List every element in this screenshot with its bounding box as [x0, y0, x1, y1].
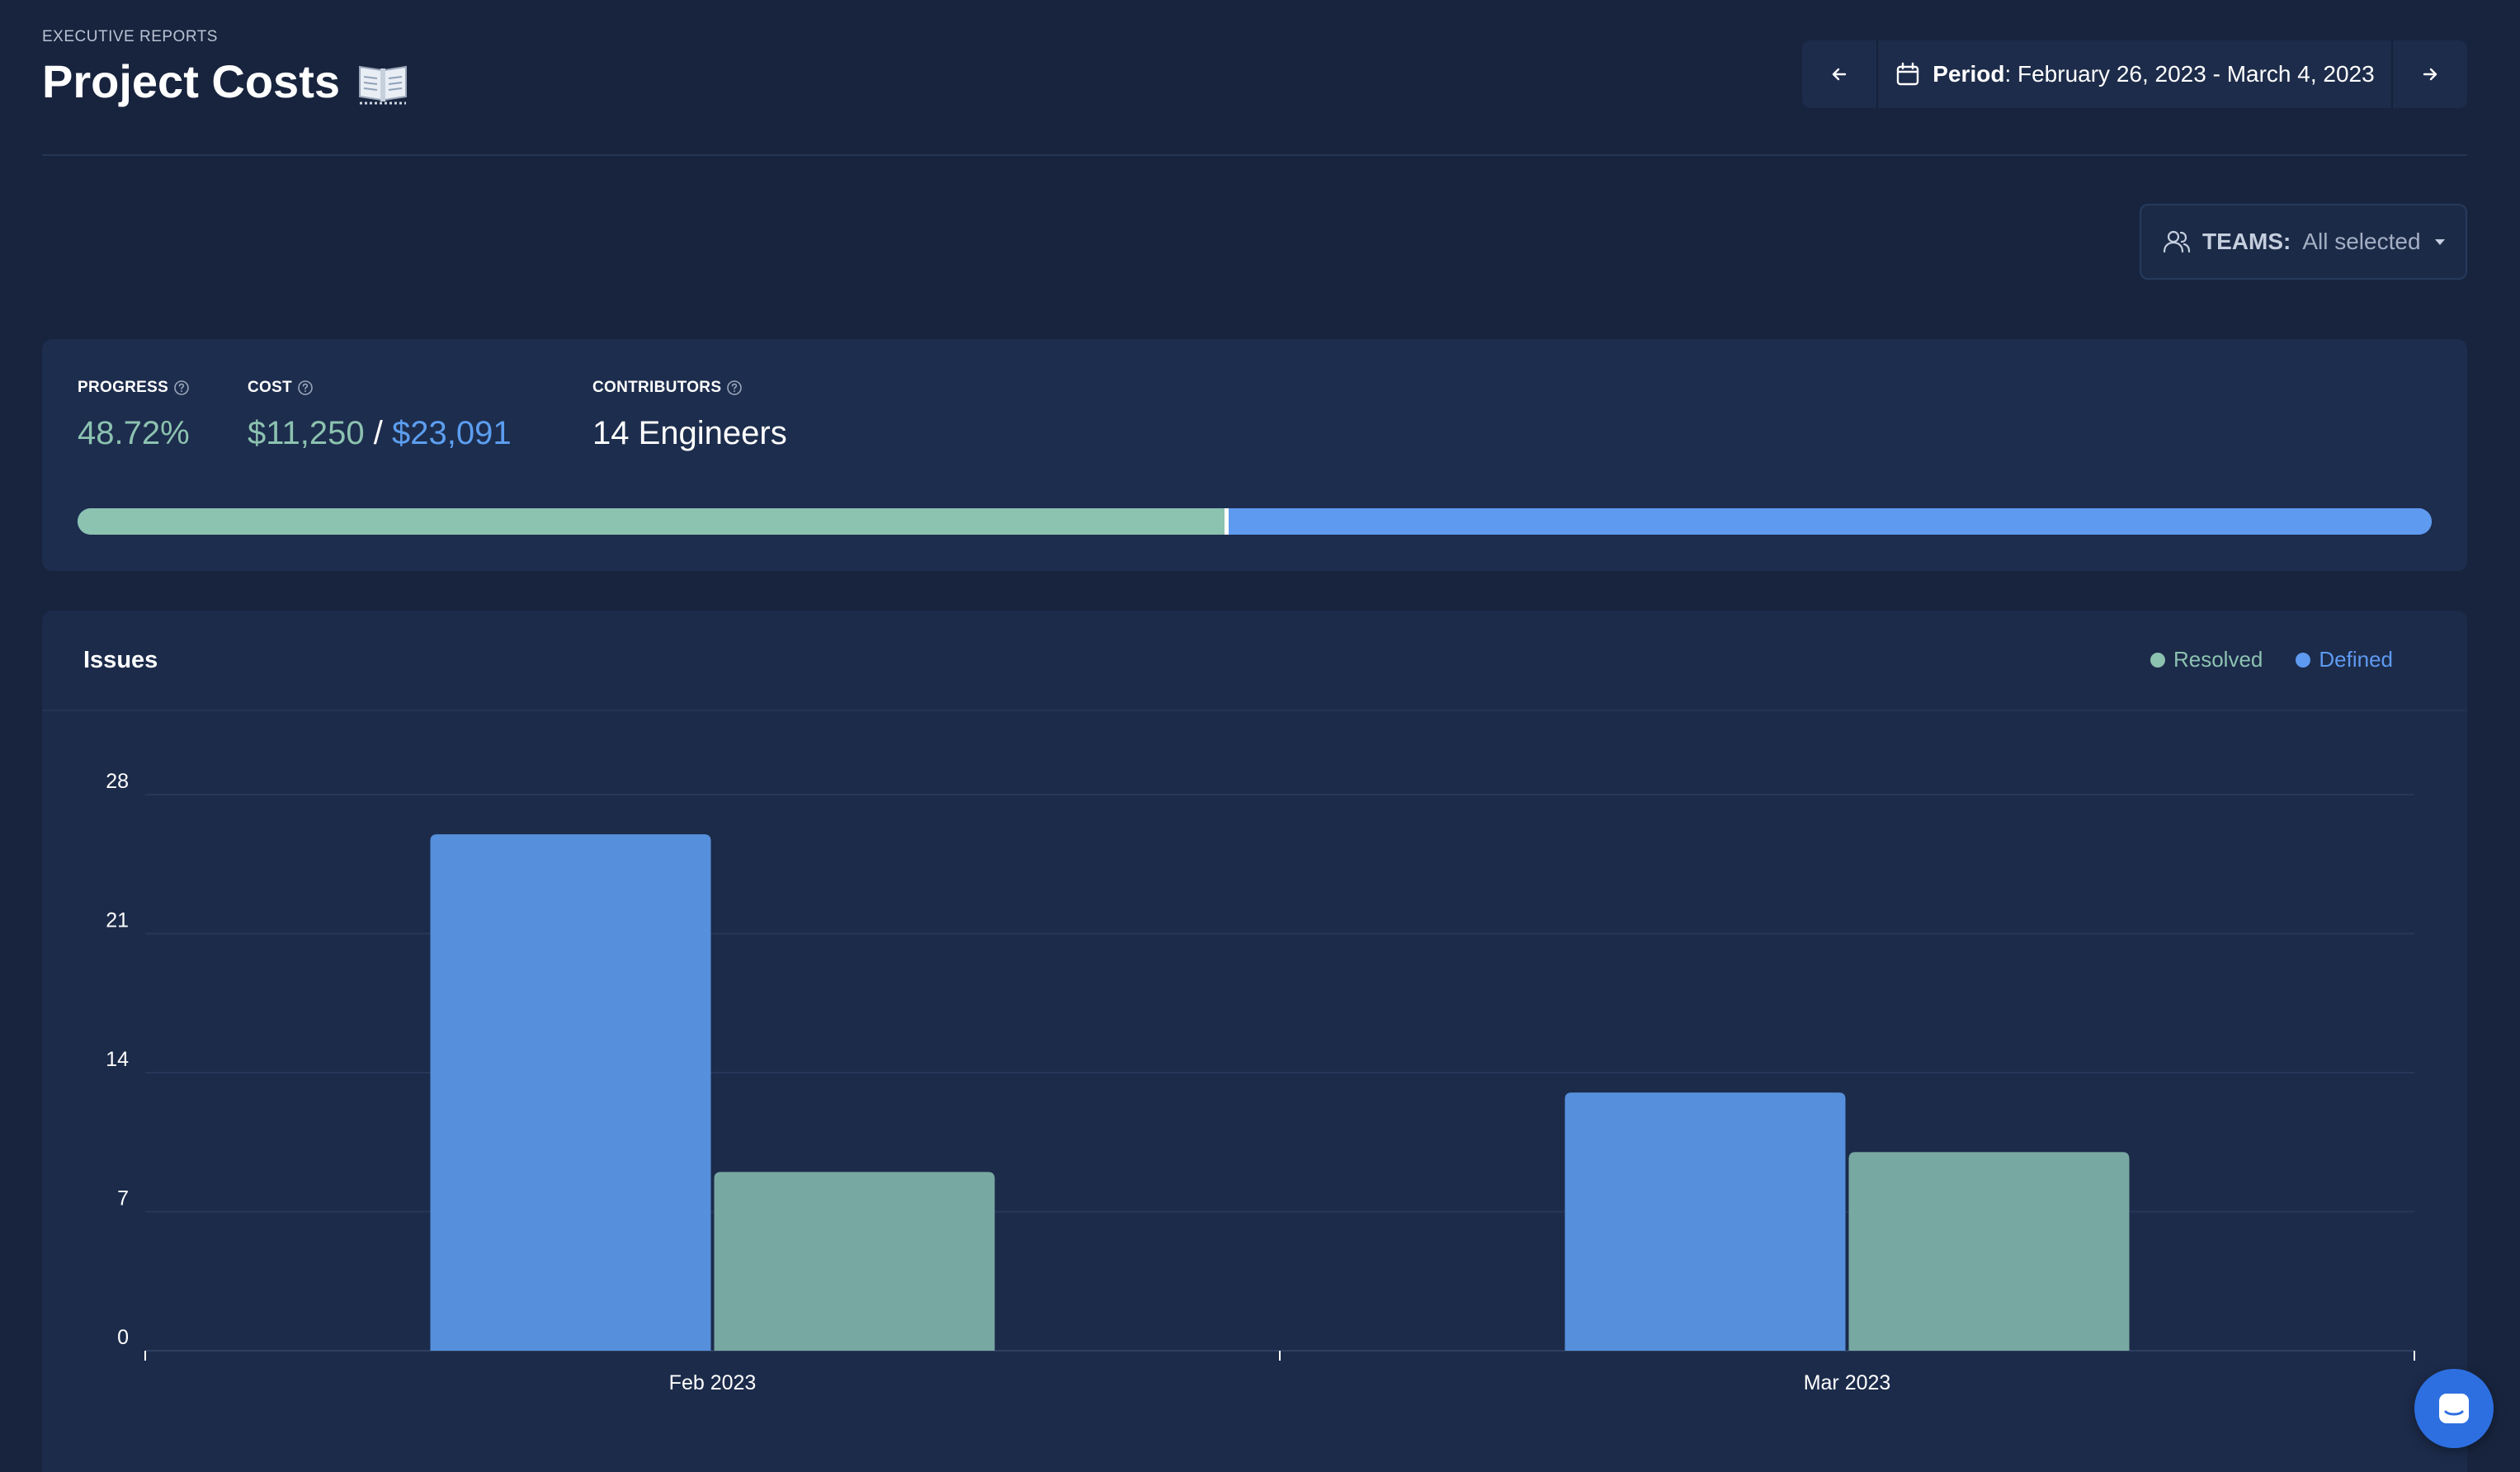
contributors-value: 14 Engineers — [592, 415, 787, 451]
chat-support-button[interactable] — [2414, 1369, 2494, 1448]
cost-label: COST — [248, 379, 292, 396]
breadcrumb: EXECUTIVE REPORTS — [42, 28, 218, 45]
issues-card: Issues Resolved Defined 0 7 14 21 28 Feb 2023… — [42, 611, 2467, 1472]
x-tick-label: Feb 2023 — [669, 1371, 757, 1394]
progress-bar-marker — [1224, 508, 1229, 535]
x-tick-label: Mar 2023 — [1804, 1371, 1891, 1394]
chat-icon — [2439, 1394, 2469, 1423]
progress-bar-remaining — [1228, 508, 2432, 535]
help-icon[interactable] — [173, 380, 190, 396]
stats-card: PROGRESS 48.72% COST $11,250 — [42, 339, 2467, 571]
y-tick-label: 21 — [106, 909, 129, 932]
teams-filter-value: All selected — [2302, 229, 2421, 254]
y-tick-label: 28 — [106, 770, 129, 793]
teams-filter-dropdown[interactable]: TEAMS: All selected — [2140, 204, 2467, 280]
page-title: Project Costs — [42, 54, 409, 108]
open-book-icon — [359, 65, 407, 104]
arrow-right-icon — [2423, 68, 2437, 81]
contributors-label: CONTRIBUTORS — [592, 379, 722, 396]
period-label: Period — [1932, 61, 2005, 87]
caret-down-icon — [2434, 239, 2445, 245]
progress-value: 48.72% — [78, 415, 190, 451]
legend-label-resolved: Resolved — [2173, 647, 2263, 672]
issues-title: Issues — [83, 647, 158, 673]
cost-spent: $11,250 — [248, 415, 365, 451]
cost-stat: COST $11,250 / $23,091 — [248, 379, 512, 452]
help-icon[interactable] — [297, 380, 314, 396]
cost-value: $11,250 / $23,091 — [248, 415, 512, 452]
legend-item-defined[interactable]: Defined — [2296, 647, 2393, 672]
issues-bar-chart: 0 7 14 21 28 Feb 2023 Mar 2023 — [106, 770, 2415, 1394]
issues-header-divider — [42, 710, 2467, 711]
users-icon — [2163, 230, 2191, 253]
y-tick-label: 7 — [117, 1187, 129, 1210]
previous-period-button[interactable] — [1802, 40, 1878, 108]
bar-defined-feb-2023 — [430, 834, 711, 1351]
calendar-icon — [1897, 62, 1919, 86]
period-display[interactable]: Period: February 26, 2023 - March 4, 202… — [1878, 40, 2391, 108]
legend-dot-defined — [2296, 652, 2311, 668]
cost-budget: $23,091 — [392, 415, 512, 451]
teams-filter-label: TEAMS: — [2202, 229, 2291, 254]
cost-progress-bar — [78, 508, 2432, 535]
progress-label: PROGRESS — [78, 379, 169, 396]
legend-label-defined: Defined — [2319, 647, 2393, 672]
cost-separator: / — [373, 415, 383, 451]
progress-bar-resolved — [78, 508, 1225, 535]
period-selector: Period: February 26, 2023 - March 4, 202… — [1802, 40, 2467, 108]
progress-stat: PROGRESS 48.72% — [78, 379, 190, 452]
y-tick-label: 14 — [106, 1048, 129, 1071]
help-icon[interactable] — [726, 380, 743, 396]
bar-defined-mar-2023 — [1564, 1092, 1846, 1351]
y-tick-label: 0 — [117, 1326, 129, 1349]
next-period-button[interactable] — [2391, 40, 2467, 108]
page-title-text: Project Costs — [42, 55, 340, 107]
bar-resolved-mar-2023 — [1848, 1152, 2130, 1351]
arrow-left-icon — [1832, 68, 1847, 81]
legend-dot-resolved — [2150, 652, 2165, 668]
bar-resolved-feb-2023 — [714, 1172, 995, 1351]
period-value: : February 26, 2023 - March 4, 2023 — [2004, 61, 2375, 87]
header-divider — [42, 154, 2467, 156]
chart-legend: Resolved Defined — [2150, 647, 2393, 672]
contributors-stat: CONTRIBUTORS 14 Engineers — [592, 379, 787, 452]
legend-item-resolved[interactable]: Resolved — [2150, 647, 2263, 672]
